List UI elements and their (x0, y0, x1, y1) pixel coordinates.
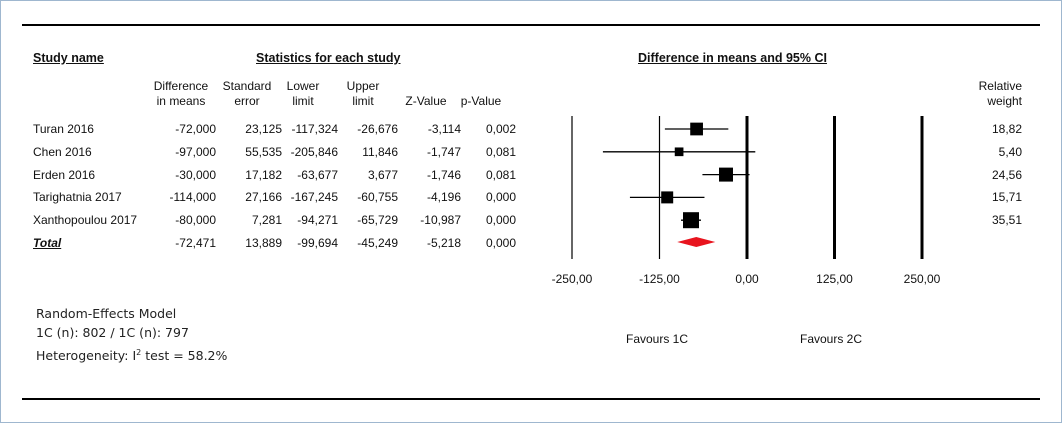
favours-left-label: Favours 1C (626, 332, 689, 346)
weight-header-line-0: Relative (978, 79, 1022, 93)
total-diamond (677, 237, 716, 247)
bottom-rule (22, 398, 1040, 400)
study-name-header: Study name (33, 51, 104, 65)
x-tick-label: -250,00 (552, 272, 593, 286)
p-header-line-0: p-Value (460, 94, 502, 108)
study-z: -3,114 (427, 122, 461, 136)
study-p: 0,081 (485, 144, 516, 159)
study-marker (690, 122, 703, 136)
heterogeneity-suffix: test = 58.2% (141, 348, 228, 364)
diff-header-line-0: Difference (153, 79, 209, 93)
plot-title: Difference in means and 95% CI (638, 51, 827, 65)
lower-header-line-1: limit (292, 94, 314, 108)
heterogeneity-sup: 2 (136, 348, 142, 357)
se-header-line-1: error (234, 94, 260, 108)
total-se: 13,889 (245, 236, 282, 250)
study-marker (674, 147, 684, 157)
study-upper: -65,729 (357, 213, 398, 228)
study-weight: 35,51 (991, 213, 1022, 228)
diff-header-line-1: in means (156, 94, 206, 108)
study-p: 0,002 (485, 122, 516, 136)
z-header-line-0: Z-Value (405, 94, 447, 108)
study-se: 27,166 (245, 190, 282, 205)
total-z: -5,218 (426, 236, 461, 250)
study-upper: -26,676 (357, 122, 398, 136)
study-upper: 3,677 (367, 167, 398, 182)
study-lower: -63,677 (297, 167, 338, 182)
heterogeneity-note: Heterogeneity: I2 test = 58.2% (36, 345, 227, 364)
top-rule (22, 24, 1040, 26)
study-se: 55,535 (245, 144, 282, 159)
se-header-line-0: Standard (222, 79, 272, 93)
study-p: 0,000 (485, 190, 516, 205)
study-marker (719, 167, 733, 182)
study-weight: 5,40 (998, 144, 1022, 159)
study-weight: 18,82 (991, 122, 1022, 136)
study-se: 17,182 (245, 167, 282, 182)
total-upper: -45,249 (357, 236, 398, 250)
study-se: 23,125 (245, 122, 282, 136)
study-z: -4,196 (426, 190, 461, 205)
study-marker (661, 191, 674, 204)
heterogeneity-prefix: Heterogeneity: I (36, 348, 137, 364)
study-p: 0,000 (485, 213, 516, 228)
x-tick-label: -125,00 (639, 272, 680, 286)
study-lower: -205,846 (290, 144, 338, 159)
study-name: Xanthopoulou 2017 (33, 213, 138, 228)
study-p: 0,081 (485, 167, 516, 182)
study-lower: -167,245 (290, 190, 338, 205)
favours-right-label: Favours 2C (800, 332, 863, 346)
study-upper: 11,846 (362, 144, 398, 159)
lower-header-line-0: Lower (286, 79, 320, 93)
weight-header-line-1: weight (987, 94, 1022, 108)
study-name: Erden 2016 (33, 167, 96, 182)
study-z: -1,746 (426, 167, 461, 182)
total-label: Total (33, 236, 62, 250)
study-lower: -94,271 (297, 213, 338, 228)
study-diff: -72,000 (175, 122, 216, 136)
study-se: 7,281 (251, 213, 282, 228)
total-lower: -99,694 (297, 236, 338, 250)
total-diff: -72,471 (175, 236, 216, 250)
study-lower: -117,324 (291, 122, 338, 136)
study-name: Turan 2016 (33, 122, 94, 136)
model-note: Random-Effects Model (36, 306, 177, 321)
total-p: 0,000 (485, 236, 516, 250)
study-weight: 24,56 (991, 167, 1022, 182)
x-tick-label: 250,00 (904, 272, 941, 286)
upper-header-line-1: limit (352, 94, 374, 108)
statistics-header: Statistics for each study (256, 51, 401, 65)
upper-header-line-0: Upper (346, 79, 380, 93)
study-diff: -30,000 (175, 167, 216, 182)
study-z: -10,987 (420, 213, 461, 228)
x-tick-label: 125,00 (816, 272, 853, 286)
counts-note: 1C (n): 802 / 1C (n): 797 (36, 325, 189, 340)
study-name: Chen 2016 (33, 144, 92, 159)
study-name: Tarighatnia 2017 (33, 190, 122, 205)
x-tick-label: 0,00 (735, 272, 759, 286)
study-marker (683, 212, 699, 229)
study-diff: -114,000 (169, 190, 216, 205)
study-upper: -60,755 (357, 190, 398, 205)
study-z: -1,747 (426, 144, 461, 159)
study-weight: 15,71 (991, 190, 1022, 205)
study-diff: -97,000 (175, 144, 216, 159)
study-diff: -80,000 (175, 213, 216, 228)
